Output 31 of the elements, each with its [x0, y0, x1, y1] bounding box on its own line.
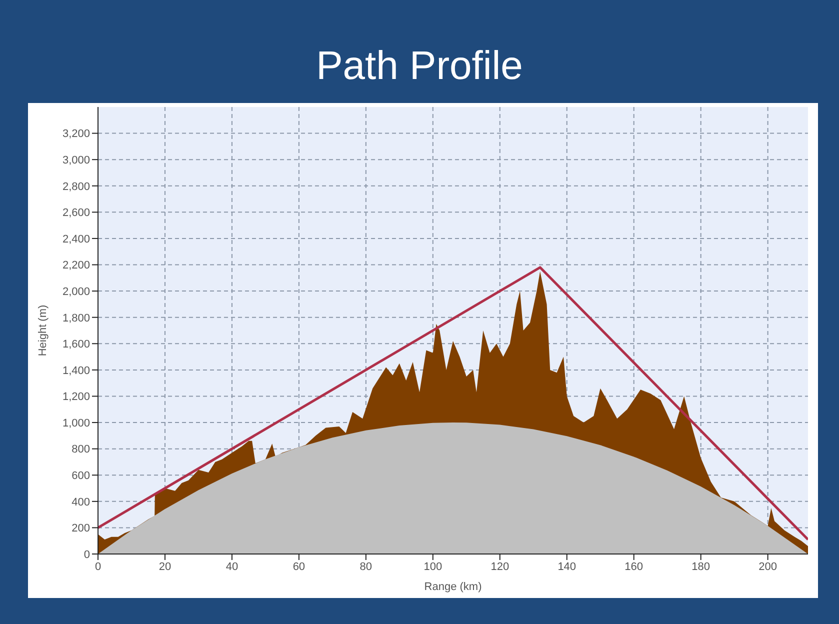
- y-tick-label: 0: [84, 548, 90, 561]
- x-tick-label: 120: [490, 560, 510, 573]
- x-tick-label: 200: [758, 560, 777, 573]
- x-tick-label: 160: [624, 560, 644, 573]
- chart-title: Path Profile: [315, 44, 524, 89]
- y-tick-label: 1,400: [62, 364, 90, 377]
- y-tick-label: 1,000: [62, 417, 90, 430]
- y-tick-label: 1,200: [62, 391, 90, 404]
- x-tick-label: 0: [94, 560, 102, 573]
- x-tick-label: 100: [424, 560, 442, 573]
- x-tick-label: 180: [692, 560, 710, 573]
- y-tick-label: 2,000: [62, 286, 90, 298]
- y-tick-label: 400: [72, 496, 90, 508]
- x-tick-label: 140: [558, 560, 576, 573]
- x-tick-label: 40: [226, 560, 238, 573]
- y-tick-label: 2,400: [62, 233, 90, 246]
- y-tick-label: 2,600: [62, 207, 90, 220]
- y-tick-label: 600: [72, 470, 90, 482]
- x-axis-title: Range (km): [424, 581, 482, 593]
- x-tick-label: 60: [292, 560, 306, 573]
- y-axis-title: Height (m): [36, 304, 49, 356]
- y-tick-label: 2,200: [62, 260, 90, 272]
- x-tick-label: 20: [158, 560, 172, 573]
- y-tick-label: 800: [72, 444, 90, 456]
- y-tick-label: 3,000: [62, 154, 90, 166]
- y-tick-label: 2,800: [62, 180, 90, 193]
- y-tick-label: 1,600: [62, 338, 90, 351]
- y-tick-label: 1,800: [62, 312, 90, 324]
- y-tick-label: 200: [72, 522, 90, 535]
- x-tick-label: 80: [360, 560, 372, 573]
- y-tick-label: 3,200: [62, 128, 90, 140]
